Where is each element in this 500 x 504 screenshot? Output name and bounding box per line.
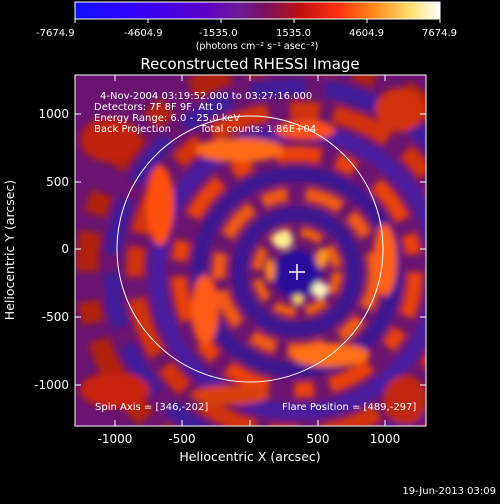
y-tick-label: 500: [46, 175, 69, 189]
flare-position-label: Flare Position = [489,-297]: [282, 402, 416, 413]
x-tick-label: 500: [307, 432, 330, 446]
ring-pattern: [76, 75, 426, 426]
y-tick-label: -1000: [34, 378, 69, 392]
colorbar-tick-label: -7674.9: [36, 28, 75, 39]
spin-axis-cross: [289, 264, 305, 280]
y-axis-label: Heliocentric Y (arcsec): [2, 180, 17, 320]
colorbar-tick-label: -4604.9: [124, 28, 163, 39]
info-line-detectors: Detectors: 7F 8F 9F, Att 0: [94, 102, 222, 113]
info-block: 4-Nov-2004 03:19:52.000 to 03:27:16.000 …: [94, 91, 316, 135]
plot-title: Reconstructed RHESSI Image: [140, 55, 359, 73]
x-axis-label: Heliocentric X (arcsec): [179, 449, 320, 464]
x-tick-label: 0: [246, 432, 254, 446]
colorbar: [74, 1, 441, 20]
date-stamp: 19-Jun-2013 03:09: [402, 486, 496, 497]
info-line-counts: Total counts: 1.86E+04: [199, 124, 316, 135]
y-axis-ticks: [75, 113, 426, 386]
solar-limb-circle: [116, 115, 384, 383]
colorbar-tick-label: -1535.0: [199, 28, 238, 39]
x-tick-label: 1000: [370, 432, 401, 446]
x-tick-label: -1000: [98, 432, 133, 446]
y-tick-label: -500: [42, 310, 69, 324]
colorbar-ticks: [74, 19, 441, 23]
x-tick-label: -500: [168, 432, 195, 446]
y-tick-label: 1000: [38, 107, 69, 121]
info-line-time: 4-Nov-2004 03:19:52.000 to 03:27:16.000: [100, 91, 312, 102]
info-line-method: Back Projection: [94, 124, 171, 135]
colorbar-units: (photons cm⁻² s⁻¹ asec⁻²): [196, 41, 319, 52]
spin-axis-label: Spin Axis = [346,-202]: [95, 402, 208, 413]
y-tick-label: 0: [61, 242, 69, 256]
colorbar-tick-label: 7674.9: [422, 28, 457, 39]
colorbar-tick-label: 1535.0: [276, 28, 311, 39]
x-axis-ticks: [114, 75, 386, 426]
rhessi-image: [76, 75, 426, 426]
colorbar-tick-label: 4604.9: [349, 28, 384, 39]
info-line-energy: Energy Range: 6.0 - 25.0 keV: [94, 113, 240, 124]
